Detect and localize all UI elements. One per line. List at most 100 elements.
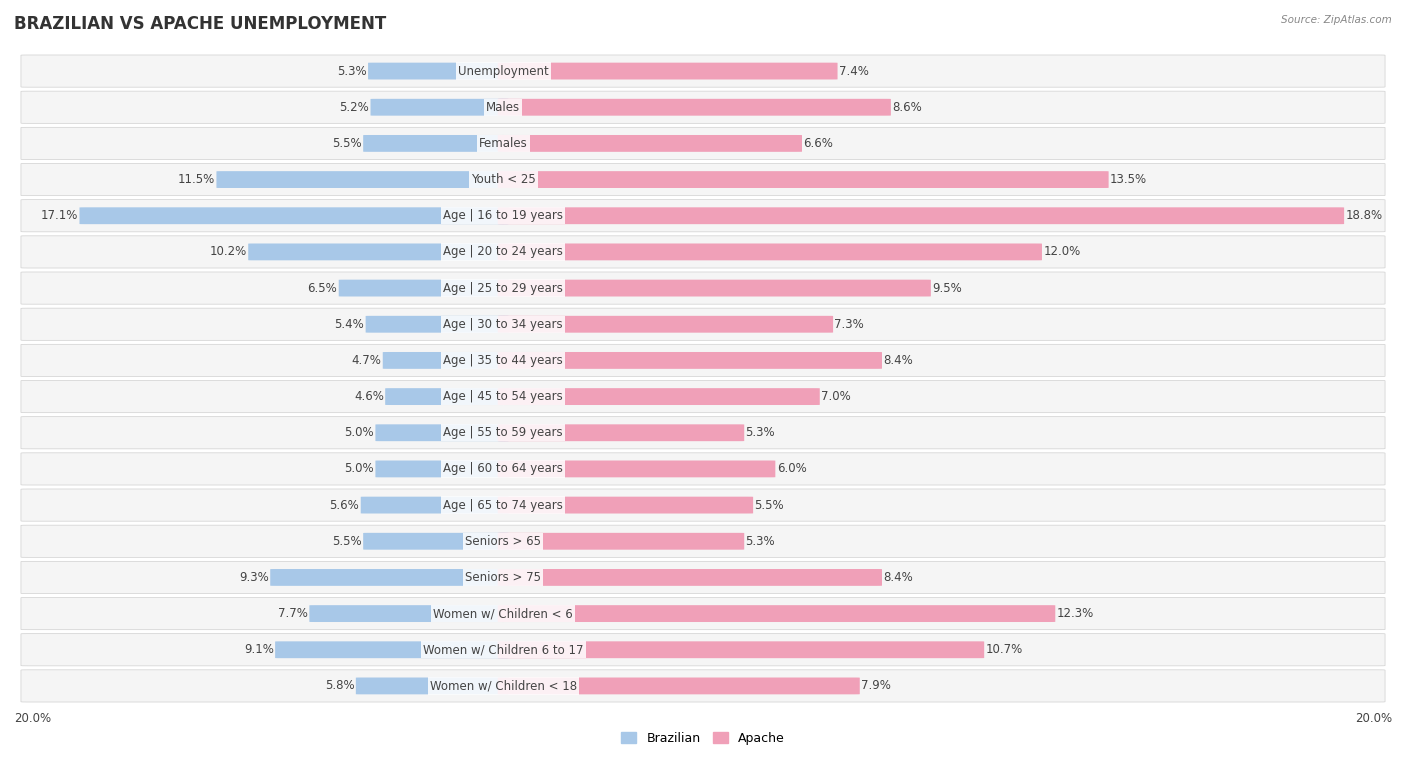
FancyBboxPatch shape xyxy=(356,678,509,694)
Text: 4.7%: 4.7% xyxy=(352,354,381,367)
Legend: Brazilian, Apache: Brazilian, Apache xyxy=(616,727,790,750)
FancyBboxPatch shape xyxy=(21,489,1385,521)
FancyBboxPatch shape xyxy=(363,135,509,152)
FancyBboxPatch shape xyxy=(21,597,1385,630)
FancyBboxPatch shape xyxy=(21,381,1385,413)
Text: Seniors > 75: Seniors > 75 xyxy=(465,571,541,584)
FancyBboxPatch shape xyxy=(21,453,1385,485)
FancyBboxPatch shape xyxy=(21,525,1385,557)
Text: Women w/ Children < 18: Women w/ Children < 18 xyxy=(430,680,576,693)
FancyBboxPatch shape xyxy=(498,99,891,116)
FancyBboxPatch shape xyxy=(276,641,509,658)
Text: 5.5%: 5.5% xyxy=(332,534,361,548)
FancyBboxPatch shape xyxy=(21,236,1385,268)
Text: Source: ZipAtlas.com: Source: ZipAtlas.com xyxy=(1281,15,1392,25)
Text: Males: Males xyxy=(486,101,520,114)
Text: 8.4%: 8.4% xyxy=(883,354,912,367)
Text: Seniors > 65: Seniors > 65 xyxy=(465,534,541,548)
Text: 17.1%: 17.1% xyxy=(41,209,79,223)
Text: Women w/ Children 6 to 17: Women w/ Children 6 to 17 xyxy=(423,643,583,656)
Text: Youth < 25: Youth < 25 xyxy=(471,173,536,186)
FancyBboxPatch shape xyxy=(498,641,984,658)
Text: 9.3%: 9.3% xyxy=(239,571,269,584)
FancyBboxPatch shape xyxy=(361,497,509,513)
FancyBboxPatch shape xyxy=(249,244,509,260)
Text: Age | 20 to 24 years: Age | 20 to 24 years xyxy=(443,245,564,258)
Text: 6.0%: 6.0% xyxy=(776,463,807,475)
Text: 8.4%: 8.4% xyxy=(883,571,912,584)
FancyBboxPatch shape xyxy=(498,244,1042,260)
FancyBboxPatch shape xyxy=(21,127,1385,160)
FancyBboxPatch shape xyxy=(217,171,509,188)
FancyBboxPatch shape xyxy=(366,316,509,332)
FancyBboxPatch shape xyxy=(309,605,509,622)
FancyBboxPatch shape xyxy=(21,55,1385,87)
FancyBboxPatch shape xyxy=(498,63,838,79)
FancyBboxPatch shape xyxy=(363,533,509,550)
Text: 11.5%: 11.5% xyxy=(177,173,215,186)
FancyBboxPatch shape xyxy=(21,344,1385,376)
Text: Age | 55 to 59 years: Age | 55 to 59 years xyxy=(443,426,562,439)
FancyBboxPatch shape xyxy=(21,416,1385,449)
FancyBboxPatch shape xyxy=(498,605,1056,622)
FancyBboxPatch shape xyxy=(21,670,1385,702)
Text: Age | 30 to 34 years: Age | 30 to 34 years xyxy=(443,318,562,331)
Text: 12.3%: 12.3% xyxy=(1057,607,1094,620)
FancyBboxPatch shape xyxy=(21,562,1385,593)
FancyBboxPatch shape xyxy=(498,425,744,441)
Text: Unemployment: Unemployment xyxy=(458,64,548,77)
FancyBboxPatch shape xyxy=(498,678,859,694)
Text: 5.5%: 5.5% xyxy=(332,137,361,150)
Text: Age | 45 to 54 years: Age | 45 to 54 years xyxy=(443,390,562,403)
FancyBboxPatch shape xyxy=(80,207,509,224)
Text: 20.0%: 20.0% xyxy=(1355,712,1392,725)
FancyBboxPatch shape xyxy=(498,207,1344,224)
Text: 7.0%: 7.0% xyxy=(821,390,851,403)
Text: 5.3%: 5.3% xyxy=(745,534,775,548)
Text: 8.6%: 8.6% xyxy=(893,101,922,114)
Text: 6.5%: 6.5% xyxy=(308,282,337,294)
Text: 5.3%: 5.3% xyxy=(745,426,775,439)
Text: Age | 65 to 74 years: Age | 65 to 74 years xyxy=(443,499,564,512)
FancyBboxPatch shape xyxy=(498,533,744,550)
Text: 12.0%: 12.0% xyxy=(1043,245,1081,258)
FancyBboxPatch shape xyxy=(21,200,1385,232)
Text: 7.9%: 7.9% xyxy=(860,680,891,693)
Text: 7.4%: 7.4% xyxy=(839,64,869,77)
FancyBboxPatch shape xyxy=(498,171,1108,188)
Text: 9.5%: 9.5% xyxy=(932,282,962,294)
FancyBboxPatch shape xyxy=(498,279,931,297)
FancyBboxPatch shape xyxy=(368,63,509,79)
FancyBboxPatch shape xyxy=(21,164,1385,195)
FancyBboxPatch shape xyxy=(270,569,509,586)
Text: 5.5%: 5.5% xyxy=(755,499,785,512)
Text: 5.2%: 5.2% xyxy=(339,101,370,114)
FancyBboxPatch shape xyxy=(498,497,754,513)
FancyBboxPatch shape xyxy=(382,352,509,369)
Text: 18.8%: 18.8% xyxy=(1346,209,1382,223)
Text: Age | 25 to 29 years: Age | 25 to 29 years xyxy=(443,282,564,294)
Text: 4.6%: 4.6% xyxy=(354,390,384,403)
Text: 5.6%: 5.6% xyxy=(329,499,360,512)
Text: BRAZILIAN VS APACHE UNEMPLOYMENT: BRAZILIAN VS APACHE UNEMPLOYMENT xyxy=(14,15,387,33)
FancyBboxPatch shape xyxy=(339,279,509,297)
Text: Women w/ Children < 6: Women w/ Children < 6 xyxy=(433,607,574,620)
FancyBboxPatch shape xyxy=(498,460,775,478)
Text: 5.8%: 5.8% xyxy=(325,680,354,693)
FancyBboxPatch shape xyxy=(498,316,834,332)
FancyBboxPatch shape xyxy=(498,352,882,369)
Text: 6.6%: 6.6% xyxy=(803,137,834,150)
FancyBboxPatch shape xyxy=(385,388,509,405)
Text: Age | 60 to 64 years: Age | 60 to 64 years xyxy=(443,463,564,475)
Text: 10.2%: 10.2% xyxy=(209,245,247,258)
FancyBboxPatch shape xyxy=(371,99,509,116)
Text: 5.0%: 5.0% xyxy=(344,463,374,475)
Text: 7.3%: 7.3% xyxy=(835,318,865,331)
FancyBboxPatch shape xyxy=(21,91,1385,123)
Text: 9.1%: 9.1% xyxy=(243,643,274,656)
FancyBboxPatch shape xyxy=(375,460,509,478)
Text: 5.0%: 5.0% xyxy=(344,426,374,439)
Text: 5.3%: 5.3% xyxy=(337,64,367,77)
FancyBboxPatch shape xyxy=(498,135,801,152)
Text: Females: Females xyxy=(479,137,527,150)
